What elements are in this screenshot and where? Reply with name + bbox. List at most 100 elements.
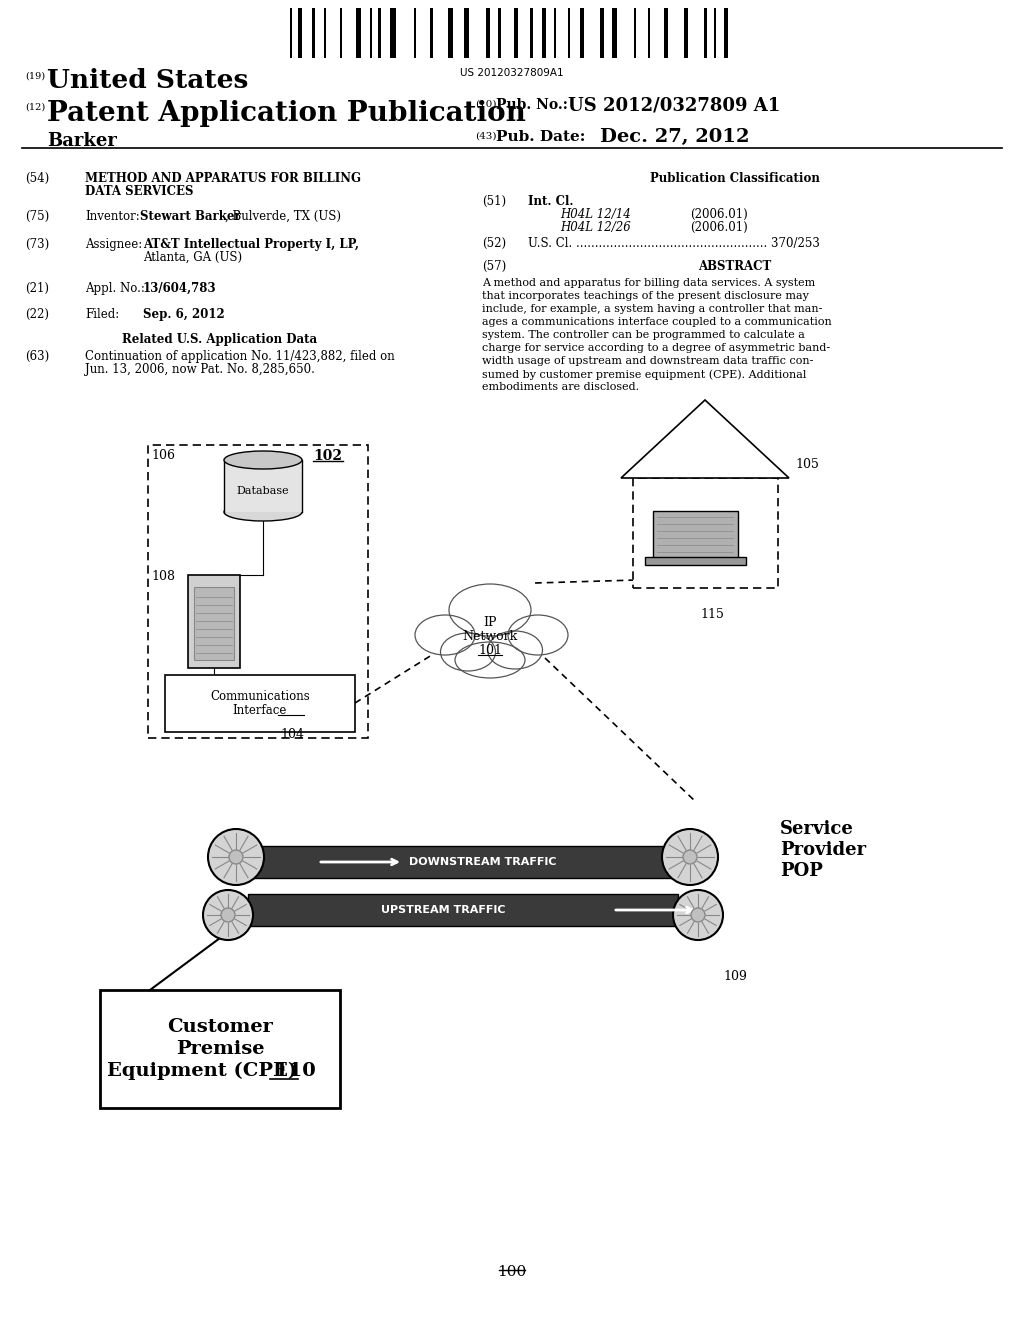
Circle shape (208, 829, 264, 884)
Text: embodiments are disclosed.: embodiments are disclosed. (482, 381, 639, 392)
Ellipse shape (455, 642, 525, 678)
Circle shape (221, 908, 234, 921)
Text: 104: 104 (280, 729, 304, 741)
Bar (684, 8, 688, 58)
Bar (612, 8, 617, 58)
Polygon shape (621, 400, 790, 478)
Bar (248, 846, 678, 878)
Circle shape (662, 829, 718, 884)
Text: that incorporates teachings of the present disclosure may: that incorporates teachings of the prese… (482, 290, 809, 301)
Bar (100, 990, 340, 1107)
Circle shape (673, 890, 723, 940)
Ellipse shape (415, 615, 475, 655)
Text: (43): (43) (475, 132, 497, 141)
Bar (356, 8, 361, 58)
Text: AT&T Intellectual Property I, LP,: AT&T Intellectual Property I, LP, (143, 238, 359, 251)
Text: , Bulverde, TX (US): , Bulverde, TX (US) (225, 210, 341, 223)
Text: (2006.01): (2006.01) (690, 220, 748, 234)
Bar (324, 8, 326, 58)
Text: Appl. No.:: Appl. No.: (85, 282, 144, 294)
Text: (10): (10) (475, 100, 497, 110)
Bar (298, 8, 302, 58)
Text: IP: IP (483, 615, 497, 628)
Bar (486, 8, 490, 58)
Text: (52): (52) (482, 238, 506, 249)
Ellipse shape (449, 583, 531, 636)
Bar (568, 8, 570, 58)
Text: 108: 108 (151, 570, 175, 583)
Text: United States: United States (47, 69, 249, 92)
Text: Assignee:: Assignee: (85, 238, 142, 251)
Circle shape (229, 850, 243, 865)
Text: system. The controller can be programmed to calculate a: system. The controller can be programmed… (482, 330, 805, 341)
Text: Premise: Premise (176, 1040, 264, 1059)
Text: (54): (54) (25, 172, 49, 185)
Text: (73): (73) (25, 238, 49, 251)
Text: Communications: Communications (210, 689, 310, 702)
Text: Service
Provider
POP: Service Provider POP (780, 820, 866, 879)
Text: H04L 12/14: H04L 12/14 (560, 209, 631, 220)
Text: 102: 102 (313, 449, 342, 463)
Bar (664, 8, 668, 58)
Text: US 20120327809A1: US 20120327809A1 (460, 69, 564, 78)
Text: Jun. 13, 2006, now Pat. No. 8,285,650.: Jun. 13, 2006, now Pat. No. 8,285,650. (85, 363, 314, 376)
Bar (714, 8, 716, 58)
Bar (224, 459, 302, 512)
Bar (634, 8, 636, 58)
Bar (340, 8, 342, 58)
Text: width usage of upstream and downstream data traffic con-: width usage of upstream and downstream d… (482, 356, 813, 366)
Text: Int. Cl.: Int. Cl. (528, 195, 573, 209)
Text: Pub. No.:: Pub. No.: (496, 98, 568, 112)
Bar (645, 557, 746, 565)
Bar (724, 8, 728, 58)
Circle shape (203, 890, 253, 940)
Bar (514, 8, 518, 58)
Ellipse shape (508, 615, 568, 655)
Ellipse shape (224, 451, 302, 469)
Text: Equipment (CPE): Equipment (CPE) (106, 1061, 297, 1080)
Bar (312, 8, 315, 58)
Bar (378, 8, 381, 58)
Bar (705, 8, 707, 58)
Text: U.S. Cl. ................................................... 370/253: U.S. Cl. ...............................… (528, 238, 820, 249)
Bar (633, 478, 778, 587)
Text: sumed by customer premise equipment (CPE). Additional: sumed by customer premise equipment (CPE… (482, 370, 806, 380)
Text: Pub. Date:: Pub. Date: (496, 129, 586, 144)
Text: DATA SERVICES: DATA SERVICES (85, 185, 194, 198)
Text: DOWNSTREAM TRAFFIC: DOWNSTREAM TRAFFIC (410, 857, 557, 867)
Circle shape (683, 850, 697, 865)
Bar (530, 8, 534, 58)
Bar (653, 511, 738, 558)
Bar (165, 675, 355, 733)
Text: METHOD AND APPARATUS FOR BILLING: METHOD AND APPARATUS FOR BILLING (85, 172, 361, 185)
Text: Continuation of application No. 11/423,882, filed on: Continuation of application No. 11/423,8… (85, 350, 394, 363)
Text: Customer: Customer (167, 1018, 273, 1036)
Bar (194, 587, 234, 660)
Text: A method and apparatus for billing data services. A system: A method and apparatus for billing data … (482, 279, 815, 288)
Text: Patent Application Publication: Patent Application Publication (47, 100, 526, 127)
Text: 13/604,783: 13/604,783 (143, 282, 217, 294)
Text: 110: 110 (268, 1063, 315, 1080)
Text: US 2012/0327809 A1: US 2012/0327809 A1 (568, 96, 780, 115)
Bar (498, 8, 501, 58)
Text: ages a communications interface coupled to a communication: ages a communications interface coupled … (482, 317, 831, 327)
Text: Dec. 27, 2012: Dec. 27, 2012 (600, 128, 750, 147)
Bar (464, 8, 469, 58)
Bar (370, 8, 372, 58)
Text: Database: Database (237, 486, 290, 496)
Text: ABSTRACT: ABSTRACT (698, 260, 772, 273)
Text: Barker: Barker (47, 132, 117, 150)
Bar (600, 8, 604, 58)
Text: 101: 101 (478, 644, 502, 656)
Bar (580, 8, 584, 58)
Bar (449, 8, 453, 58)
Text: (75): (75) (25, 210, 49, 223)
Text: Atlanta, GA (US): Atlanta, GA (US) (143, 251, 242, 264)
Text: (22): (22) (25, 308, 49, 321)
Circle shape (691, 908, 705, 921)
Bar (290, 8, 292, 58)
Text: 100: 100 (498, 1265, 526, 1279)
Text: Stewart Barker: Stewart Barker (140, 210, 241, 223)
Ellipse shape (224, 503, 302, 521)
Text: 106: 106 (151, 449, 175, 462)
